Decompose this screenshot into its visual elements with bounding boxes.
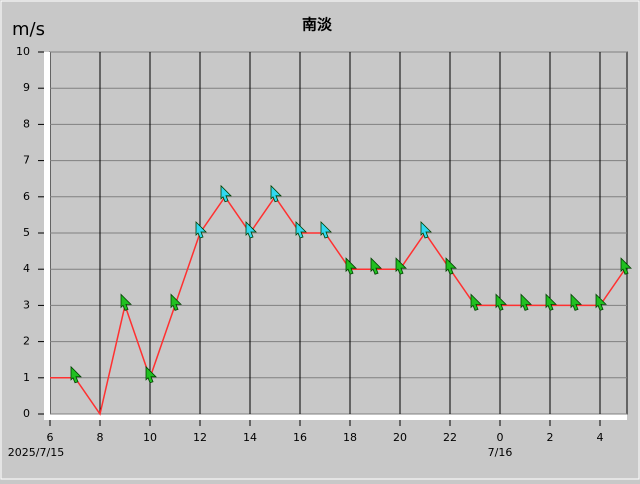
x-tick-label: 6 <box>47 431 54 444</box>
wind-marker <box>495 293 507 311</box>
wind-marker <box>445 257 457 275</box>
wind-marker <box>470 293 482 311</box>
y-tick-label: 6 <box>23 190 30 203</box>
x-tick-label: 8 <box>97 431 104 444</box>
y-tick-label: 4 <box>23 262 30 275</box>
wind-marker <box>245 221 257 239</box>
x-tick-label: 22 <box>443 431 457 444</box>
wind-marker <box>170 293 182 311</box>
wind-marker <box>220 184 232 203</box>
y-tick-label: 0 <box>23 407 30 420</box>
x-tick-label: 20 <box>393 431 407 444</box>
wind-marker <box>570 293 582 311</box>
wind-marker <box>270 184 282 203</box>
y-unit: m/s <box>12 19 45 40</box>
wind-marker <box>70 365 82 384</box>
series-line <box>50 195 626 416</box>
y-tick-label: 5 <box>23 226 30 239</box>
wind-marker <box>195 221 207 239</box>
x-tick-label: 4 <box>597 431 604 444</box>
wind-marker <box>620 257 632 275</box>
axis-shadow <box>44 52 50 420</box>
wind-marker <box>420 221 432 239</box>
wind-marker <box>545 293 557 311</box>
x-tick-label: 12 <box>193 431 207 444</box>
y-tick-label: 9 <box>23 81 30 94</box>
wind-marker <box>595 293 607 311</box>
y-tick-label: 7 <box>23 154 30 167</box>
x-tick-label: 18 <box>343 431 357 444</box>
wind-marker <box>370 257 382 275</box>
x-tick-label: 16 <box>293 431 307 444</box>
x-tick-label: 10 <box>143 431 157 444</box>
wind-marker <box>120 293 132 311</box>
wind-marker <box>520 293 532 311</box>
wind-marker <box>345 257 357 275</box>
wind-marker <box>395 257 407 275</box>
wind-marker <box>295 221 307 239</box>
y-tick-label: 8 <box>23 117 30 130</box>
date-label: 2025/7/15 <box>8 446 64 459</box>
y-tick-label: 10 <box>16 45 30 58</box>
chart-title: 南淡 <box>302 16 333 34</box>
x-tick-label: 0 <box>497 431 504 444</box>
date-label: 7/16 <box>488 446 513 459</box>
x-tick-label: 14 <box>243 431 257 444</box>
y-tick-label: 3 <box>23 298 30 311</box>
y-tick-label: 1 <box>23 371 30 384</box>
wind-marker <box>145 365 157 384</box>
x-tick-label: 2 <box>547 431 554 444</box>
axis-shadow <box>44 414 627 420</box>
y-tick-label: 2 <box>23 335 30 348</box>
wind-marker <box>320 221 332 239</box>
